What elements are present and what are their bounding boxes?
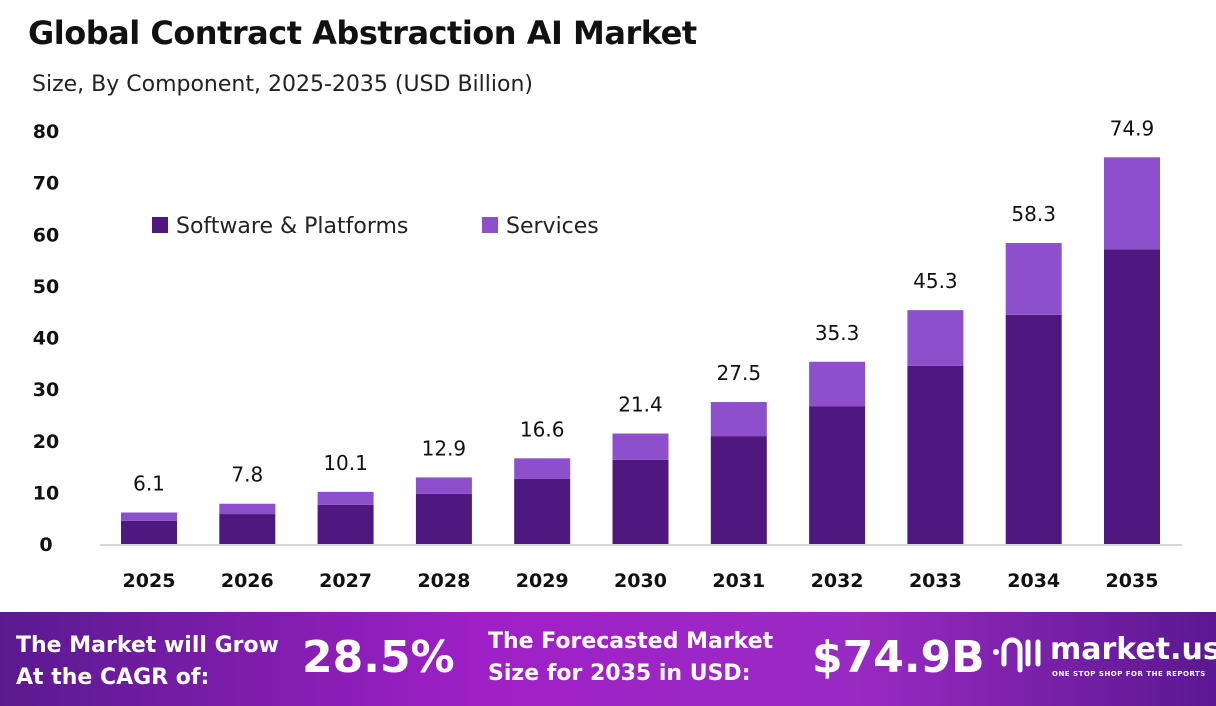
logo-name: market.us <box>1050 632 1216 667</box>
legend-swatch <box>152 217 168 233</box>
data-label: 21.4 <box>618 393 663 417</box>
bar-segment-services <box>121 512 177 521</box>
data-label: 7.8 <box>231 463 263 487</box>
x-tick-label: 2031 <box>712 570 765 592</box>
data-label: 10.1 <box>323 451 368 475</box>
y-tick-label: 50 <box>33 276 59 298</box>
x-tick-label: 2027 <box>319 570 372 592</box>
forecast-label-line2: Size for 2035 in USD: <box>488 661 751 686</box>
x-tick-label: 2025 <box>123 570 176 592</box>
bar-segment-software <box>710 436 767 544</box>
legend-label: Services <box>506 214 599 239</box>
bar-segment-services <box>415 477 472 494</box>
data-label: 16.6 <box>520 417 565 441</box>
bar-segment-services <box>710 402 767 437</box>
forecast-value: $74.9B <box>812 632 985 683</box>
data-label: 12.9 <box>422 436 467 460</box>
bar-segment-software <box>121 520 177 544</box>
bar-segment-software <box>415 493 472 544</box>
bar-segment-software <box>219 514 276 544</box>
y-tick-label: 70 <box>33 173 59 195</box>
bar-segment-software <box>907 365 964 544</box>
bar-segment-software <box>317 504 374 544</box>
bar-segment-services <box>809 361 866 407</box>
cagr-value: 28.5% <box>302 632 455 683</box>
y-tick-label: 20 <box>33 431 59 453</box>
stacked-bar-chart: 010203040506070806.120257.8202610.120271… <box>33 116 1182 592</box>
bar-segment-software <box>809 406 866 544</box>
bar-segment-services <box>317 491 374 505</box>
logo-tagline: ONE STOP SHOP FOR THE REPORTS <box>1052 670 1206 678</box>
bar-segment-services <box>1104 157 1160 250</box>
x-tick-label: 2028 <box>417 570 470 592</box>
legend-label: Software & Platforms <box>176 214 408 239</box>
bar-segment-services <box>219 503 276 515</box>
forecast-label: The Forecasted Market Size for 2035 in U… <box>488 626 773 690</box>
y-tick-label: 0 <box>39 534 52 556</box>
y-tick-label: 80 <box>33 121 59 143</box>
x-tick-label: 2034 <box>1007 570 1060 592</box>
logo-icon <box>993 637 1041 673</box>
bar-segment-software <box>1005 314 1062 544</box>
data-label: 6.1 <box>133 472 165 496</box>
chart-title: Global Contract Abstraction AI Market <box>28 14 697 52</box>
forecast-label-line1: The Forecasted Market <box>488 629 774 654</box>
legend-swatch <box>482 217 498 233</box>
bar-segment-software <box>514 478 571 544</box>
bar-segment-software <box>1104 249 1160 544</box>
x-tick-label: 2026 <box>221 570 274 592</box>
x-tick-label: 2032 <box>811 570 864 592</box>
cagr-label-line2: At the CAGR of: <box>16 665 210 690</box>
data-label: 27.5 <box>717 361 762 385</box>
bar-segment-services <box>1005 243 1062 315</box>
x-tick-label: 2030 <box>614 570 667 592</box>
y-tick-label: 10 <box>33 482 59 504</box>
x-tick-label: 2035 <box>1106 570 1159 592</box>
data-label: 74.9 <box>1110 116 1155 140</box>
data-label: 45.3 <box>913 269 958 293</box>
bar-segment-services <box>907 310 964 366</box>
y-tick-label: 60 <box>33 224 59 246</box>
footer-banner: The Market will Grow At the CAGR of: 28.… <box>0 612 1216 706</box>
x-tick-label: 2029 <box>516 570 569 592</box>
bar-segment-services <box>612 433 669 460</box>
x-tick-label: 2033 <box>909 570 962 592</box>
data-label: 35.3 <box>815 321 860 345</box>
y-tick-label: 40 <box>33 328 59 350</box>
bar-segment-services <box>514 458 571 479</box>
data-label: 58.3 <box>1011 202 1056 226</box>
cagr-label: The Market will Grow At the CAGR of: <box>16 630 279 694</box>
bar-segment-software <box>612 459 669 544</box>
chart-subtitle: Size, By Component, 2025-2035 (USD Billi… <box>32 72 533 97</box>
cagr-label-line1: The Market will Grow <box>16 633 279 658</box>
y-tick-label: 30 <box>33 379 59 401</box>
